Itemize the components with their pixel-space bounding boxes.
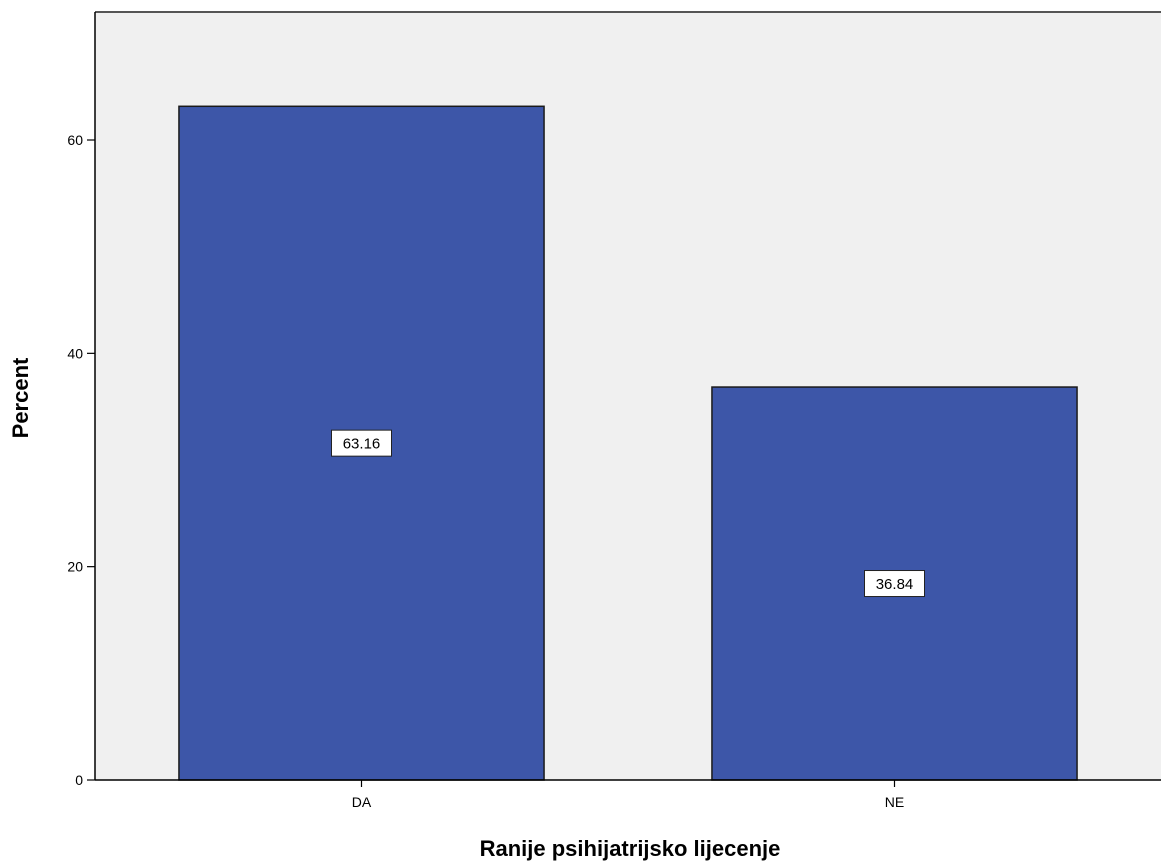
y-tick-label: 20 — [67, 559, 83, 575]
data-label-box — [331, 429, 392, 457]
data-label-box — [864, 570, 925, 598]
x-tick-label: DA — [352, 794, 372, 810]
y-tick-label: 0 — [75, 772, 83, 788]
x-ticks: DA NE — [352, 780, 904, 810]
y-axis-title: Percent — [8, 357, 33, 438]
data-label: 63.16 — [343, 436, 381, 453]
x-tick-label: NE — [885, 794, 904, 810]
y-tick-label: 60 — [67, 132, 83, 148]
y-tick-label: 40 — [67, 345, 83, 361]
y-ticks: 0 20 40 60 — [67, 132, 95, 788]
data-label: 36.84 — [876, 576, 914, 593]
data-labels: 63.16 36.84 — [331, 429, 925, 598]
x-axis-title: Ranije psihijatrijsko lijecenje — [480, 836, 781, 861]
